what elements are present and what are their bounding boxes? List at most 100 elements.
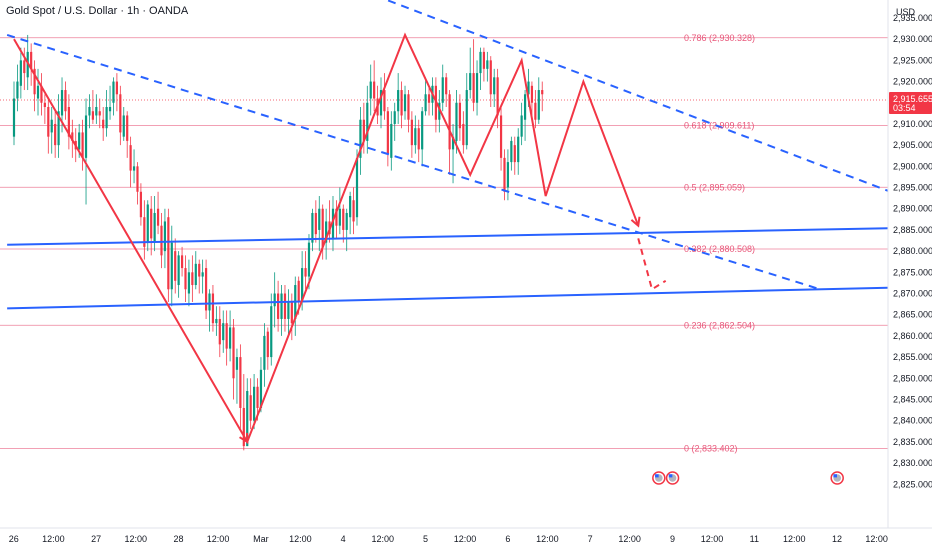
fib-level-label: 0 (2,833.402) <box>684 444 738 454</box>
candle-body <box>228 327 232 349</box>
candle-body <box>458 102 461 129</box>
us-flag-icon <box>665 471 680 485</box>
candle-body <box>537 90 540 120</box>
candle-body <box>71 132 74 141</box>
candle-body <box>266 331 269 358</box>
y-tick-label: 2,925.000 <box>893 55 932 65</box>
us-flag-icon <box>652 471 666 485</box>
x-tick-label: 12:00 <box>289 534 312 544</box>
candle-body <box>513 145 516 163</box>
candle-body <box>445 77 448 95</box>
candle-body <box>235 357 239 370</box>
candle-body <box>170 242 173 290</box>
y-tick-label: 2,920.000 <box>893 77 932 87</box>
candle-body <box>530 85 534 103</box>
x-tick-label: 12:00 <box>42 534 65 544</box>
y-tick-label: 2,895.000 <box>893 183 932 193</box>
x-tick-label: 12:00 <box>454 534 477 544</box>
candle-body <box>239 357 242 408</box>
x-tick-label: 12:00 <box>618 534 641 544</box>
y-tick-label: 2,910.000 <box>893 119 932 129</box>
candle-body <box>242 407 245 447</box>
candle-body <box>345 212 348 230</box>
candle-body <box>465 90 468 146</box>
candle-body <box>410 119 413 146</box>
candle-body <box>414 128 417 146</box>
candle-body <box>448 94 451 150</box>
candle-body <box>352 200 355 222</box>
candle-body <box>43 102 46 107</box>
candle-body <box>47 106 50 137</box>
x-tick-label: 4 <box>341 534 346 544</box>
candle-body <box>307 242 311 277</box>
candle-body <box>150 208 153 239</box>
candle-body <box>177 255 180 286</box>
candle-body <box>50 119 53 133</box>
candle-body <box>211 293 215 324</box>
candle-body <box>462 123 465 146</box>
candle-body <box>201 272 204 277</box>
candle-body <box>403 94 407 112</box>
fib-level-label: 0.5 (2,895.059) <box>684 182 745 192</box>
candle-body <box>541 90 544 95</box>
candle-body <box>54 123 57 146</box>
candle-body <box>493 77 496 95</box>
candle-body <box>78 132 81 150</box>
candle-body <box>259 369 263 408</box>
candle-body <box>126 115 129 141</box>
x-tick-label: 28 <box>173 534 183 544</box>
y-tick-label: 2,865.000 <box>893 310 932 320</box>
candle-body <box>222 323 225 341</box>
candle-body <box>64 90 67 112</box>
candle-body <box>438 102 441 120</box>
price-countdown: 03:54 <box>893 103 916 113</box>
candle-body <box>355 157 359 218</box>
candle-body <box>517 136 520 163</box>
channel-dashed-line <box>6 33 821 291</box>
candle-body <box>373 81 376 99</box>
us-flag-icon <box>830 471 844 485</box>
candle-body <box>287 301 290 319</box>
candle-body <box>256 386 259 408</box>
candle-body <box>60 90 64 116</box>
x-tick-label: 11 <box>750 534 759 544</box>
y-tick-label: 2,900.000 <box>893 161 932 171</box>
candle-body <box>270 306 273 358</box>
candle-body <box>455 102 458 141</box>
candle-body <box>30 51 33 69</box>
candle-body <box>301 268 304 302</box>
candle-body <box>143 217 146 247</box>
candle-body <box>95 106 98 116</box>
candle-body <box>304 268 307 277</box>
x-tick-label: 6 <box>505 534 510 544</box>
last-price-value: 2,915.655 <box>893 94 932 104</box>
x-tick-label: 12:00 <box>124 534 147 544</box>
candle-body <box>198 263 201 277</box>
x-tick-label: 5 <box>423 534 428 544</box>
x-tick-label: 26 <box>9 534 19 544</box>
y-tick-label: 2,845.000 <box>893 394 932 404</box>
y-tick-label: 2,855.000 <box>893 352 932 362</box>
candle-body <box>122 115 125 137</box>
candle-body <box>98 111 101 116</box>
plot-area <box>0 0 888 451</box>
candle-body <box>180 255 184 269</box>
x-tick-label: Mar <box>253 534 269 544</box>
candle-body <box>187 272 191 294</box>
candle-body <box>84 115 88 158</box>
y-tick-label: 2,905.000 <box>893 140 932 150</box>
candle-body <box>397 90 400 112</box>
candle-body <box>12 98 16 137</box>
candle-body <box>119 94 122 133</box>
candle-body <box>232 327 235 379</box>
candle-body <box>139 191 143 218</box>
candle-body <box>311 212 314 243</box>
x-tick-label: 12 <box>832 534 842 544</box>
candle-body <box>486 60 489 69</box>
candle-body <box>167 217 170 290</box>
candle-body <box>191 272 194 286</box>
y-tick-label: 2,890.000 <box>893 204 932 214</box>
